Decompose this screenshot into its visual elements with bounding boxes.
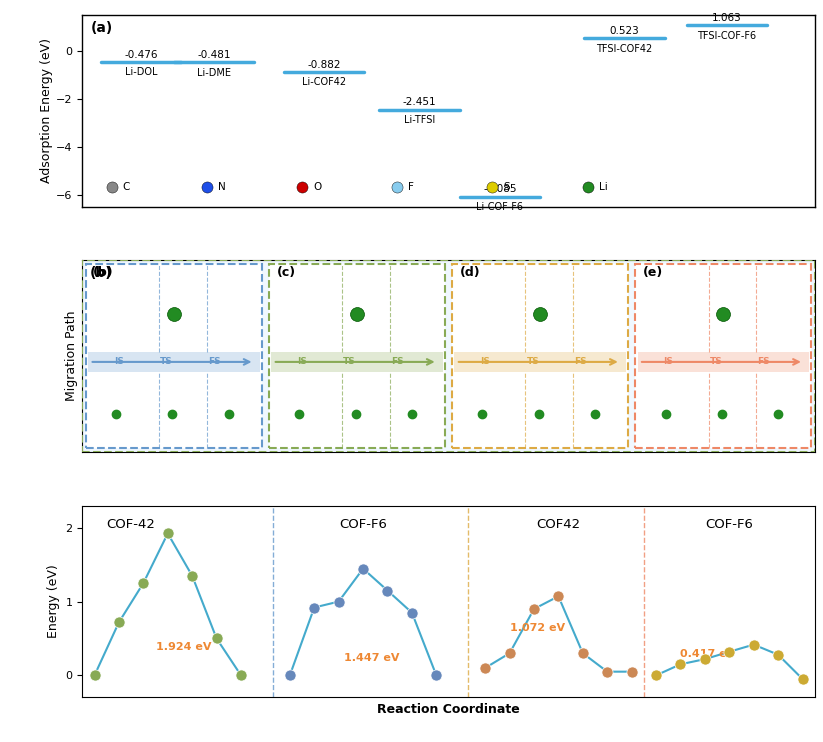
Text: (e): (e) xyxy=(643,266,663,279)
Text: FS: FS xyxy=(757,358,770,367)
Text: FS: FS xyxy=(574,358,587,367)
FancyBboxPatch shape xyxy=(638,352,809,372)
FancyBboxPatch shape xyxy=(454,352,625,372)
Text: -0.882: -0.882 xyxy=(307,59,341,70)
Text: TFSI-COF-F6: TFSI-COF-F6 xyxy=(697,30,756,41)
Text: IS: IS xyxy=(481,358,490,367)
FancyBboxPatch shape xyxy=(272,372,325,446)
Text: TS: TS xyxy=(527,358,539,367)
FancyBboxPatch shape xyxy=(272,352,443,372)
FancyBboxPatch shape xyxy=(568,372,621,446)
Text: TS: TS xyxy=(343,358,356,367)
FancyBboxPatch shape xyxy=(202,372,254,446)
Text: Li-COF42: Li-COF42 xyxy=(302,77,346,88)
Text: TS: TS xyxy=(160,358,173,367)
FancyBboxPatch shape xyxy=(512,372,565,446)
X-axis label: Reaction Coordinate: Reaction Coordinate xyxy=(377,703,520,716)
FancyBboxPatch shape xyxy=(695,372,747,446)
FancyBboxPatch shape xyxy=(329,372,381,446)
Text: -2.451: -2.451 xyxy=(402,97,436,107)
Text: (a): (a) xyxy=(91,21,114,35)
Text: 1.072 eV: 1.072 eV xyxy=(509,623,565,633)
Text: Li-DOL: Li-DOL xyxy=(124,68,157,77)
Text: Li-DME: Li-DME xyxy=(198,68,231,78)
Text: -0.481: -0.481 xyxy=(198,50,231,60)
Text: COF-42: COF-42 xyxy=(107,518,156,531)
FancyBboxPatch shape xyxy=(90,272,258,350)
FancyBboxPatch shape xyxy=(639,372,691,446)
Text: COF-F6: COF-F6 xyxy=(705,518,753,531)
Text: IS: IS xyxy=(114,358,123,367)
Text: C: C xyxy=(123,183,130,192)
FancyBboxPatch shape xyxy=(635,264,811,448)
Text: 1.447 eV: 1.447 eV xyxy=(343,653,399,663)
Text: IS: IS xyxy=(297,358,307,367)
FancyBboxPatch shape xyxy=(751,372,804,446)
Text: COF-F6: COF-F6 xyxy=(339,518,387,531)
Text: S: S xyxy=(504,183,510,192)
Text: N: N xyxy=(218,183,226,192)
FancyBboxPatch shape xyxy=(452,264,628,448)
FancyBboxPatch shape xyxy=(456,272,625,350)
FancyBboxPatch shape xyxy=(269,264,445,448)
FancyBboxPatch shape xyxy=(272,272,441,350)
Text: Li-COF-F6: Li-COF-F6 xyxy=(477,202,523,212)
Text: -6.085: -6.085 xyxy=(483,184,517,194)
Text: (d): (d) xyxy=(459,266,480,279)
Text: 0.417 eV: 0.417 eV xyxy=(681,649,736,659)
Y-axis label: Migration Path: Migration Path xyxy=(65,311,78,401)
Text: Li: Li xyxy=(598,183,607,192)
FancyBboxPatch shape xyxy=(86,264,262,448)
FancyBboxPatch shape xyxy=(90,372,142,446)
Y-axis label: Adsorption Energy (eV): Adsorption Energy (eV) xyxy=(40,39,53,183)
Text: TS: TS xyxy=(709,358,723,367)
Text: FS: FS xyxy=(391,358,403,367)
Y-axis label: Energy (eV): Energy (eV) xyxy=(47,565,60,638)
Text: -0.476: -0.476 xyxy=(124,50,158,60)
FancyBboxPatch shape xyxy=(146,372,198,446)
FancyBboxPatch shape xyxy=(88,352,259,372)
Text: 1.924 eV: 1.924 eV xyxy=(156,642,211,651)
Text: (c): (c) xyxy=(277,266,295,279)
Text: (b): (b) xyxy=(90,266,112,280)
Text: FS: FS xyxy=(208,358,221,367)
Text: IS: IS xyxy=(663,358,673,367)
Text: O: O xyxy=(313,183,321,192)
Text: 0.523: 0.523 xyxy=(610,26,639,36)
Text: 1.063: 1.063 xyxy=(712,13,742,23)
Text: F: F xyxy=(408,183,414,192)
FancyBboxPatch shape xyxy=(639,272,807,350)
FancyBboxPatch shape xyxy=(385,372,438,446)
Text: TFSI-COF42: TFSI-COF42 xyxy=(596,44,653,53)
Text: COF42: COF42 xyxy=(537,518,580,531)
FancyBboxPatch shape xyxy=(456,372,509,446)
Text: (b): (b) xyxy=(93,266,114,279)
Text: Li-TFSI: Li-TFSI xyxy=(403,115,435,125)
